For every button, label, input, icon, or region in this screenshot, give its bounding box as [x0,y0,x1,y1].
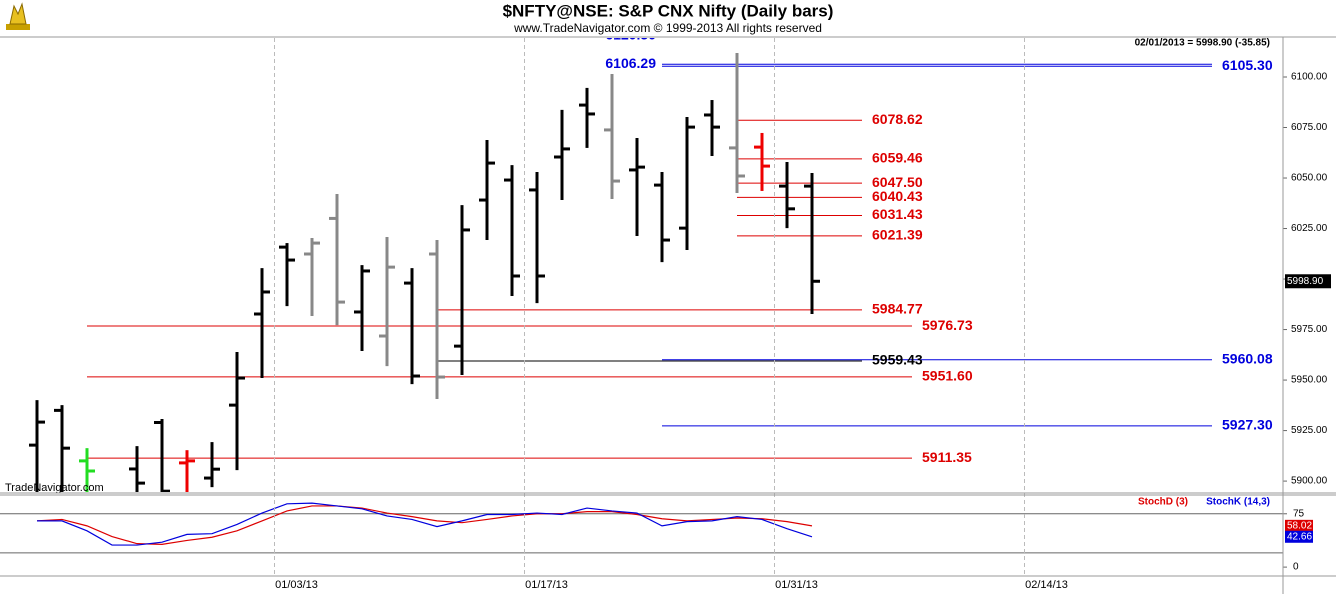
stoch-line [36,505,813,545]
stoch-y-tick-label: 75 [1293,508,1305,519]
last-value-box [1285,519,1313,532]
level-label: 6047.50 [872,174,923,190]
level-label: 5976.73 [922,317,973,333]
level-label: 5911.35 [922,449,972,465]
legend-entry: StochK (14,3) [1206,497,1270,508]
chart-subtitle: www.TradeNavigator.com © 1999-2013 All r… [513,21,822,35]
level-label: 5959.43 [872,352,923,368]
level-label: 6021.39 [872,227,923,243]
level-label: 6120.50 [605,26,656,42]
y-tick-label: 5925.00 [1291,425,1328,436]
header-info: 02/01/2013 = 5998.90 (-35.85) [1135,38,1270,49]
y-tick-label: 5975.00 [1291,324,1328,335]
level-label: 5984.77 [872,301,923,317]
y-tick-label: 5950.00 [1291,375,1328,386]
axes: 01/03/13 01/17/13 01/31/13 02/14/13 5900.00 5… [274,38,1331,591]
x-tick-label: 02/14/13 [1025,579,1068,591]
last-value-box [1285,530,1313,543]
y-tick-label: 5900.00 [1291,476,1328,487]
stoch-y-tick-label: 0 [1293,562,1299,573]
price-panel: 6120.50 6106.29 6105.30 5960.08 5927.30 6078.… [29,26,1273,492]
level-label: 6105.30 [1222,57,1273,73]
legend-entry: StochD (3) [1138,497,1188,508]
y-tick-label: 6100.00 [1291,72,1328,83]
level-label: 6059.46 [872,150,923,166]
level-label: 5951.60 [922,368,973,384]
chart-title: $NFTY@NSE: S&P CNX Nifty (Daily bars) [503,1,834,20]
stoch-line [37,502,813,546]
level-label: 5927.30 [1222,417,1273,433]
last-price-box [1285,274,1331,289]
header-band [0,0,1336,37]
x-tick-label: 01/17/13 [525,579,568,591]
last-value-label: 58.02 [1287,520,1312,531]
y-tick-label: 6075.00 [1291,122,1328,133]
watermark: TradeNavigator.com [5,482,104,494]
stoch-panel [0,502,1283,554]
logo [6,2,30,30]
last-value-label: 42.66 [1287,531,1312,542]
level-label: 6040.43 [872,188,923,204]
x-tick-label: 01/31/13 [775,579,818,591]
y-tick-label: 6050.00 [1291,173,1328,184]
last-price-label: 5998.90 [1287,276,1324,287]
level-label: 6031.43 [872,206,923,222]
y-tick-label: 6025.00 [1291,223,1328,234]
x-tick-label: 01/03/13 [275,579,318,591]
level-label: 5960.08 [1222,350,1273,366]
level-label: 6078.62 [872,111,923,127]
level-label: 6106.29 [605,55,656,71]
